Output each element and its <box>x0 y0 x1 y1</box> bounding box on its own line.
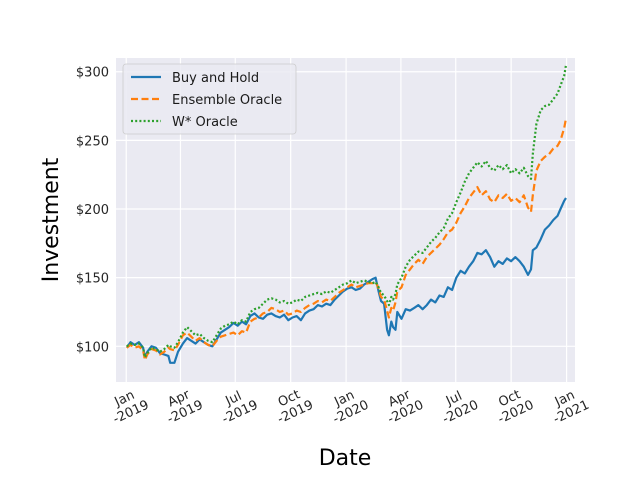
y-tick-label: $100 <box>76 340 109 355</box>
series-line-buy-and-hold <box>125 197 567 364</box>
x-tick-label: Apr-2020 <box>385 387 426 427</box>
legend-box <box>122 63 297 135</box>
x-tick-label: Oct-2020 <box>496 387 537 427</box>
x-tick-label: Jan-2020 <box>331 388 372 427</box>
x-tick-label-month: Jul <box>223 389 244 410</box>
x-tick-label: Oct-2019 <box>275 387 316 427</box>
y-tick-label: $250 <box>76 134 109 149</box>
x-tick-label: Apr-2019 <box>165 387 206 427</box>
x-tick-label: Jan-2019 <box>111 388 152 427</box>
legend-label: Ensemble Oracle <box>172 93 282 108</box>
y-axis-label: Investment <box>39 157 64 282</box>
x-tick-label-month: Jul <box>443 389 464 410</box>
y-axis-ticks: $100 $150 $200 $250 $300 <box>76 66 109 356</box>
x-tick-label: Jul-2019 <box>220 389 261 427</box>
series-line-ensemble-oracle <box>126 118 568 362</box>
x-axis-label: Date <box>319 446 372 471</box>
legend-label: W* Oracle <box>172 115 238 130</box>
legend: Buy and Hold Ensemble Oracle W* Oracle <box>122 63 297 135</box>
legend-label: Buy and Hold <box>172 71 259 86</box>
y-tick-label: $200 <box>76 203 109 218</box>
x-tick-label: Jan-2021 <box>551 388 592 427</box>
y-tick-label: $300 <box>76 66 109 81</box>
series-lines <box>125 64 568 364</box>
series-line-w-oracle <box>126 64 568 359</box>
x-tick-label: Jul-2020 <box>440 389 481 427</box>
x-axis-ticks: Jan-2019 Apr-2019 Jul-2019 Oct-2019 Jan-2020… <box>111 387 592 427</box>
y-tick-label: $150 <box>76 272 109 287</box>
